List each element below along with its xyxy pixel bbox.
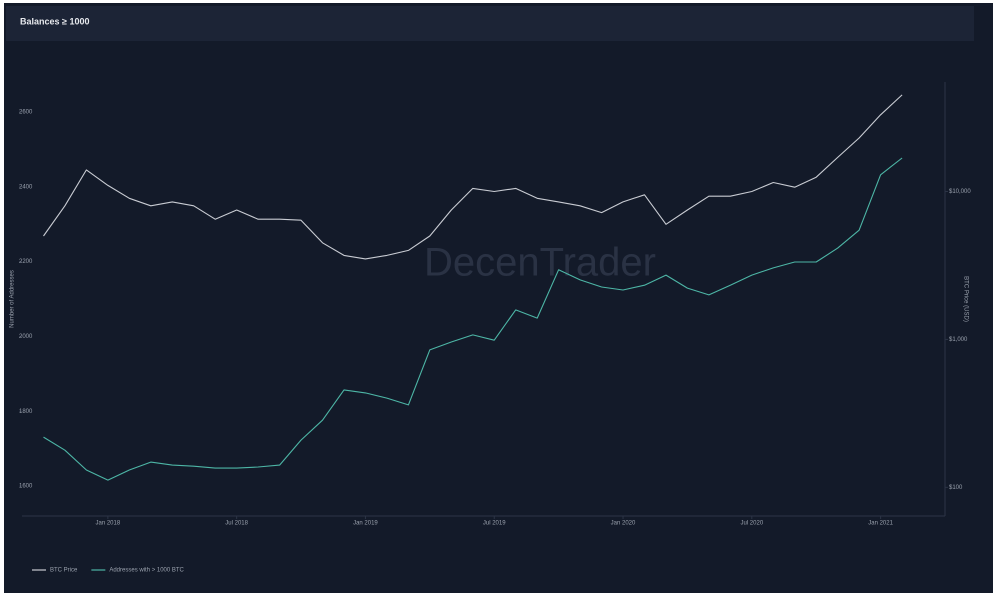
y-tick-label: 2000 (19, 334, 33, 340)
y2-tick-label: $10,000 (949, 189, 971, 195)
y-tick-label: 2400 (19, 184, 33, 190)
y2-tick-label: $1,000 (949, 337, 968, 343)
legend-label: Addresses with > 1000 BTC (109, 568, 184, 574)
x-tick-label: Jul 2018 (225, 521, 248, 527)
legend-label: BTC Price (50, 568, 78, 574)
x-tick-label: Jul 2019 (483, 521, 506, 527)
panel (4, 3, 993, 593)
y2-tick-label: $100 (949, 485, 963, 491)
title-bar (6, 6, 974, 41)
x-tick-label: Jan 2019 (353, 521, 378, 527)
series-line (43, 94, 903, 260)
y-tick-label: 1800 (19, 409, 33, 415)
watermark: DecenTrader (424, 241, 656, 285)
y-tick-label: 2600 (19, 110, 33, 116)
y2-axis-label: BTC Price (USD) (962, 276, 968, 322)
y-tick-label: 2200 (19, 259, 33, 265)
x-tick-label: Jan 2018 (96, 521, 121, 527)
y-axis-label: Number of Addresses (10, 270, 16, 328)
series-line (43, 157, 903, 481)
y-tick-label: 1600 (19, 484, 33, 490)
x-tick-label: Jul 2020 (740, 521, 763, 527)
chart-title: Balances ≥ 1000 (20, 16, 90, 26)
x-tick-label: Jan 2020 (611, 521, 636, 527)
x-tick-label: Jan 2021 (868, 521, 893, 527)
